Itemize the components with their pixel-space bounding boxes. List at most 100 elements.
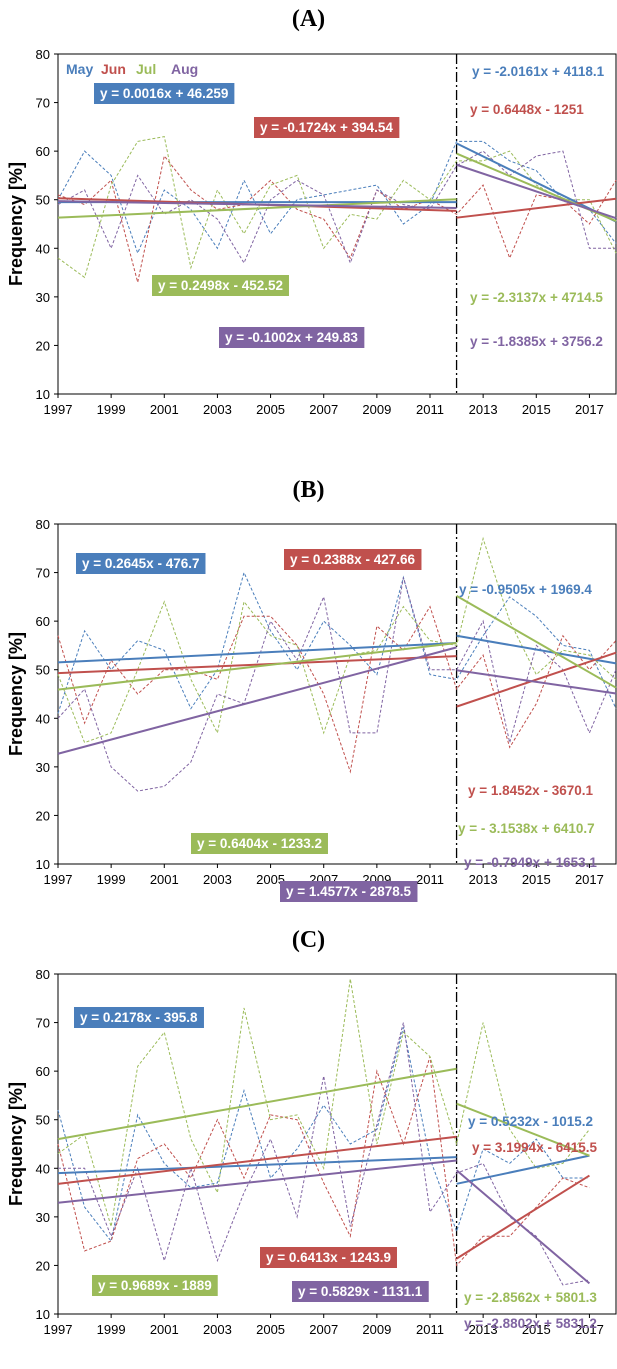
equation-label: y = 0.5232x - 1015.2 (468, 1114, 593, 1129)
equation-box (74, 1007, 204, 1028)
equation-label: y = 3.1994x - 6415.5 (472, 1140, 597, 1155)
y-tick-label: 20 (36, 338, 50, 353)
equation-box (254, 117, 400, 138)
equation-box (94, 83, 235, 104)
x-tick-label: 2017 (575, 1322, 604, 1337)
equation-label: y = -2.0161x + 4118.1 (472, 64, 605, 79)
panel-label-b: (B) (292, 477, 325, 503)
equation-label: y = - 3.1538x + 6410.7 (458, 821, 595, 836)
y-axis-label: Frequency [%] (6, 632, 26, 756)
x-tick-label: 2001 (150, 872, 179, 887)
series-line-jun (57, 605, 617, 774)
equation-label: y = -0.1724x + 394.54 (254, 117, 400, 138)
equation-label: y = -1.8385x + 3756.2 (470, 334, 603, 349)
y-tick-label: 70 (36, 1016, 50, 1031)
y-tick-label: 70 (36, 96, 50, 111)
equation-label: y = 0.2388x - 427.66 (284, 549, 422, 570)
trend-line-may (456, 634, 617, 665)
x-tick-label: 2005 (256, 402, 285, 417)
x-tick-label: 2015 (522, 1322, 551, 1337)
equation-label: y = -0.7949x + 1653.1 (464, 855, 597, 870)
x-tick-label: 2015 (522, 402, 551, 417)
x-tick-label: 2009 (362, 402, 391, 417)
x-tick-label: 1999 (97, 402, 126, 417)
equation-text: y = 0.2498x - 452.52 (158, 278, 283, 293)
trend-line-aug (456, 669, 617, 695)
series-line-jul (57, 536, 617, 744)
y-tick-label: 10 (36, 1307, 50, 1322)
chart-panel-a: 10 20 30 40 50 60 70 80 1997 1999 2001 2003 2005 2007… (6, 47, 617, 417)
trend-line-aug (456, 163, 617, 220)
series-line-jul (57, 136, 617, 279)
trend-line-jun (456, 197, 617, 219)
trend-line-aug (57, 200, 457, 209)
trend-line-jun (57, 1135, 457, 1185)
y-tick-label: 30 (36, 290, 50, 305)
trend-line-jun (57, 655, 457, 675)
y-tick-label: 80 (36, 517, 50, 532)
equation-box (219, 327, 365, 348)
trend-line-jul (57, 1067, 457, 1141)
equation-label: y = 0.2498x - 452.52 (152, 275, 289, 296)
x-tick-label: 1999 (97, 1322, 126, 1337)
x-tick-label: 2015 (522, 872, 551, 887)
equation-text: y = -0.7949x + 1653.1 (464, 855, 597, 870)
y-axis-label: Frequency [%] (6, 162, 26, 286)
equation-label: y = -2.8562x + 5801.3 (464, 1290, 597, 1305)
x-tick-label: 2013 (469, 402, 498, 417)
x-tick-label: 1999 (97, 872, 126, 887)
series-line-jun (57, 154, 617, 283)
x-tick-label: 2003 (203, 402, 232, 417)
equation-text: y = 0.2645x - 476.7 (82, 556, 199, 571)
legend-item-may: May (66, 61, 93, 77)
equation-label: y = 0.9689x - 1889 (92, 1275, 218, 1296)
panel-label-a: (A) (291, 6, 326, 32)
equation-label: y = 0.5829x - 1131.1 (292, 1281, 429, 1302)
equation-text: y = -0.1002x + 249.83 (225, 330, 358, 345)
x-tick-label: 2003 (203, 872, 232, 887)
x-tick-label: 2013 (469, 1322, 498, 1337)
equation-box (152, 275, 289, 296)
equation-box (92, 1275, 218, 1296)
y-tick-label: 80 (36, 47, 50, 62)
equation-text: y = - 3.1538x + 6410.7 (458, 821, 595, 836)
series-line-aug (57, 150, 616, 265)
x-tick-label: 1997 (44, 1322, 73, 1337)
x-tick-label: 2007 (309, 1322, 338, 1337)
equation-text: y = 0.5829x - 1131.1 (298, 1284, 423, 1299)
trend-line-jul (456, 1102, 590, 1157)
y-tick-label: 40 (36, 711, 50, 726)
y-tick-label: 20 (36, 1258, 50, 1273)
equation-text: y = 0.6404x - 1233.2 (197, 836, 322, 851)
equation-label: y = 0.6404x - 1233.2 (191, 833, 328, 854)
trend-line-jul (456, 595, 617, 689)
equation-label: y = -0.1002x + 249.83 (219, 327, 365, 348)
x-tick-label: 2009 (362, 1322, 391, 1337)
trend-line-aug (57, 1159, 457, 1204)
equation-box (284, 549, 422, 570)
equation-text: y = 0.6413x - 1243.9 (266, 1250, 391, 1265)
x-tick-label: 2001 (150, 402, 179, 417)
y-tick-label: 80 (36, 967, 50, 982)
y-tick-label: 20 (36, 808, 50, 823)
equation-text: y = 0.2388x - 427.66 (290, 552, 415, 567)
equation-text: y = -2.8562x + 5801.3 (464, 1290, 597, 1305)
x-tick-label: 2003 (203, 1322, 232, 1337)
y-axis-label: Frequency [%] (6, 1082, 26, 1206)
series-line-aug (57, 577, 617, 792)
series-line-may (57, 571, 617, 714)
equation-label: y = 0.6413x - 1243.9 (260, 1247, 397, 1268)
series-line-jul (57, 978, 590, 1227)
x-tick-label: 2011 (416, 1322, 444, 1337)
y-tick-label: 10 (36, 857, 50, 872)
legend-item-aug: Aug (171, 61, 198, 77)
y-tick-label: 30 (36, 1210, 50, 1225)
trend-line-aug (455, 1169, 591, 1285)
y-tick-label: 70 (36, 566, 50, 581)
series-line-jun (57, 1056, 590, 1267)
equation-label: y = -2.8802x + 5831.2 (464, 1316, 597, 1331)
equation-text: y = 1.4577x - 2878.5 (286, 884, 411, 899)
y-tick-label: 10 (36, 387, 50, 402)
series-line-may (57, 1027, 590, 1243)
